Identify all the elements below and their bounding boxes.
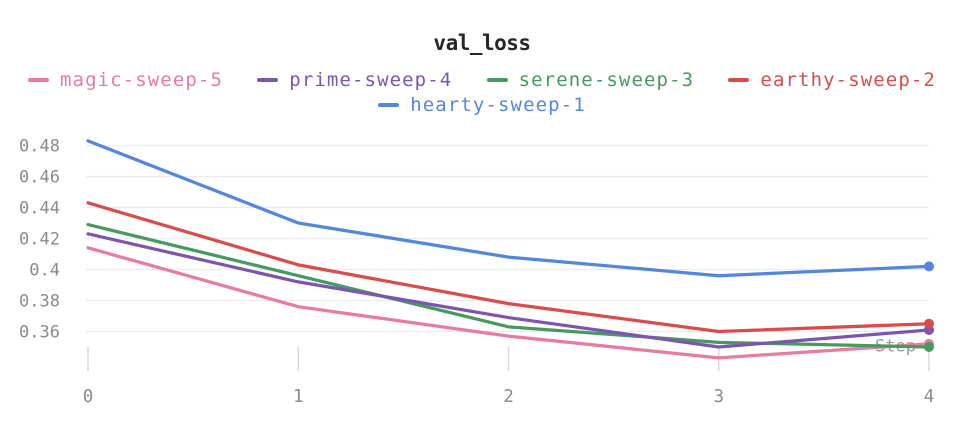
legend-item-hearty-sweep-1[interactable]: hearty-sweep-1 bbox=[378, 93, 586, 117]
legend-item-magic-sweep-5[interactable]: magic-sweep-5 bbox=[28, 68, 223, 92]
legend: magic-sweep-5 prime-sweep-4 serene-sweep-3… bbox=[0, 68, 964, 117]
legend-row-2: hearty-sweep-1 bbox=[0, 93, 964, 117]
x-tick-label: 0 bbox=[83, 387, 94, 407]
legend-item-prime-sweep-4[interactable]: prime-sweep-4 bbox=[257, 68, 452, 92]
x-tick-label: 1 bbox=[293, 387, 304, 407]
legend-swatch-prime-sweep-4 bbox=[257, 78, 279, 82]
legend-row-1: magic-sweep-5 prime-sweep-4 serene-sweep-3… bbox=[0, 68, 964, 92]
series-line-earthy-sweep-2 bbox=[86, 201, 931, 334]
series-line-magic-sweep-5 bbox=[86, 246, 931, 360]
legend-item-earthy-sweep-2[interactable]: earthy-sweep-2 bbox=[728, 68, 936, 92]
end-dot-hearty-sweep-1 bbox=[924, 261, 934, 272]
legend-item-serene-sweep-3[interactable]: serene-sweep-3 bbox=[486, 68, 695, 92]
legend-swatch-hearty-sweep-1 bbox=[378, 103, 400, 107]
end-dot-earthy-sweep-2 bbox=[924, 318, 934, 329]
legend-label: magic-sweep-5 bbox=[60, 69, 224, 91]
legend-swatch-serene-sweep-3 bbox=[486, 78, 508, 82]
panel-header: val_loss magic-sweep-5 prime-sweep-4 seren… bbox=[0, 0, 964, 117]
y-tick-label: 0.42 bbox=[19, 230, 60, 250]
legend-label: prime-sweep-4 bbox=[289, 69, 453, 91]
legend-label: earthy-sweep-2 bbox=[760, 69, 936, 91]
legend-swatch-magic-sweep-5 bbox=[28, 78, 49, 82]
series-line-hearty-sweep-1 bbox=[86, 139, 931, 278]
end-dot-serene-sweep-3 bbox=[924, 342, 934, 352]
y-tick-label: 0.48 bbox=[19, 137, 60, 157]
legend-swatch-earthy-sweep-2 bbox=[728, 78, 750, 82]
chart-title: val_loss bbox=[433, 31, 531, 55]
y-tick-label: 0.44 bbox=[19, 199, 60, 219]
legend-label: hearty-sweep-1 bbox=[410, 94, 586, 116]
x-tick-label: 3 bbox=[713, 387, 724, 407]
series-line-serene-sweep-3 bbox=[86, 222, 931, 349]
legend-label: serene-sweep-3 bbox=[518, 69, 695, 91]
y-tick-label: 0.4 bbox=[29, 261, 60, 281]
x-tick-label: 2 bbox=[503, 387, 514, 407]
y-tick-label: 0.38 bbox=[19, 292, 60, 312]
x-tick-label: 4 bbox=[924, 387, 935, 407]
series-line-prime-sweep-4 bbox=[86, 232, 931, 349]
y-tick-label: 0.36 bbox=[19, 323, 60, 343]
y-tick-label: 0.46 bbox=[19, 168, 60, 188]
